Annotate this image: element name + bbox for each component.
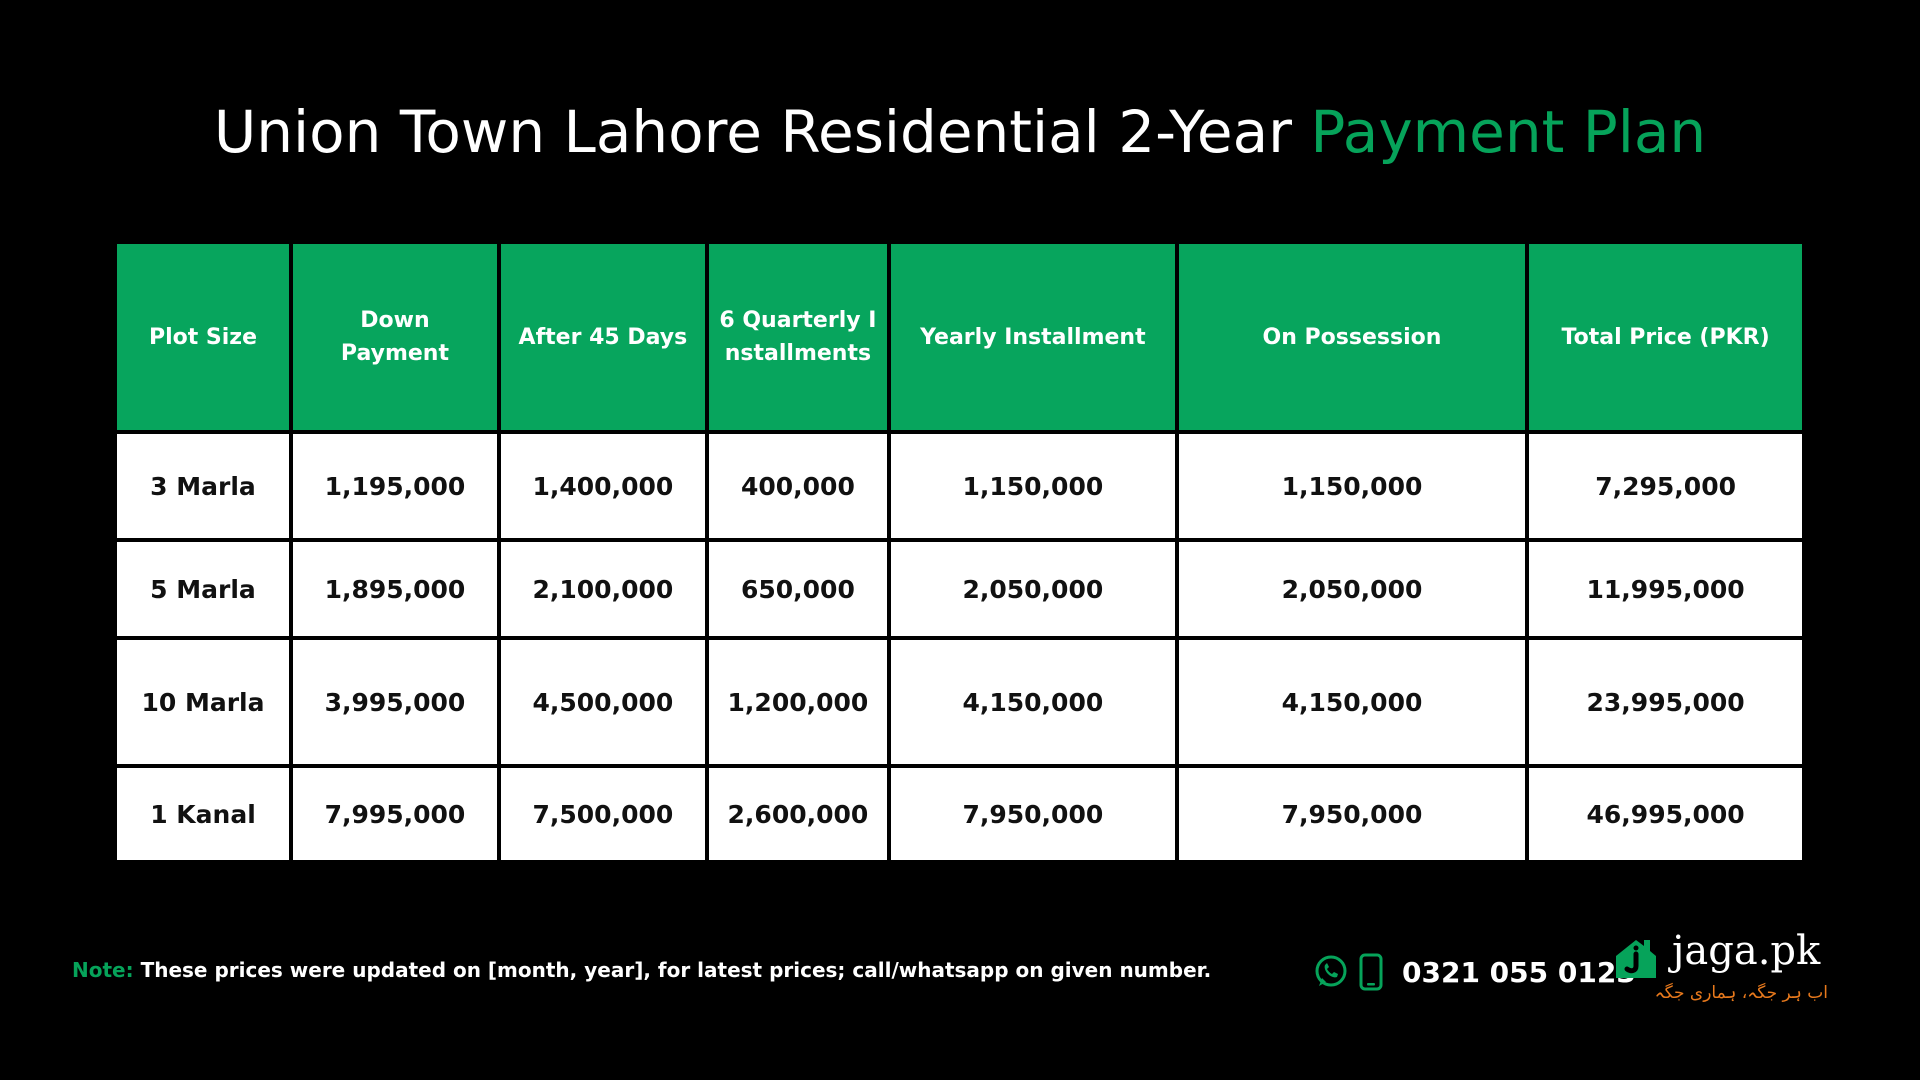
cell-total-price: 7,295,000	[1529, 434, 1802, 538]
cell-quarterly: 650,000	[708, 542, 887, 636]
table-row: 1 Kanal 7,995,000 7,500,000 2,600,000 7,…	[117, 768, 1802, 860]
cell-on-possession: 7,950,000	[1178, 768, 1526, 860]
payment-plan-table: Plot Size Down Payment After 45 Days 6 Q…	[113, 240, 1806, 864]
cell-on-possession: 2,050,000	[1178, 542, 1526, 636]
cell-quarterly: 400,000	[708, 434, 887, 538]
table-header-row: Plot Size Down Payment After 45 Days 6 Q…	[117, 244, 1802, 430]
page-title: Union Town Lahore Residential 2-Year Pay…	[0, 97, 1920, 167]
cell-after-45-days: 2,100,000	[500, 542, 705, 636]
cell-down-payment: 1,895,000	[292, 542, 497, 636]
cell-plot-size: 10 Marla	[117, 640, 289, 764]
cell-down-payment: 7,995,000	[292, 768, 497, 860]
contact-block: 0321 055 0123	[1312, 950, 1636, 994]
cell-total-price: 46,995,000	[1529, 768, 1802, 860]
header-yearly-installment: Yearly Installment	[890, 244, 1175, 430]
cell-down-payment: 3,995,000	[292, 640, 497, 764]
note-label: Note:	[72, 958, 134, 982]
cell-yearly: 1,150,000	[890, 434, 1175, 538]
header-total-price: Total Price (PKR)	[1529, 244, 1802, 430]
cell-after-45-days: 4,500,000	[500, 640, 705, 764]
brand-name: jaga.pk	[1672, 928, 1821, 974]
header-after-45-days: After 45 Days	[500, 244, 705, 430]
header-plot-size: Plot Size	[117, 244, 289, 430]
note-text: These prices were updated on [month, yea…	[133, 958, 1212, 982]
header-quarterly-installments: 6 Quarterly Installments	[708, 244, 887, 430]
cell-total-price: 11,995,000	[1529, 542, 1802, 636]
table-row: 10 Marla 3,995,000 4,500,000 1,200,000 4…	[117, 640, 1802, 764]
house-logo-icon	[1612, 936, 1660, 986]
cell-plot-size: 1 Kanal	[117, 768, 289, 860]
cell-yearly: 4,150,000	[890, 640, 1175, 764]
title-accent: Payment Plan	[1310, 97, 1707, 166]
cell-quarterly: 1,200,000	[708, 640, 887, 764]
whatsapp-icon[interactable]	[1312, 953, 1350, 991]
cell-plot-size: 3 Marla	[117, 434, 289, 538]
cell-plot-size: 5 Marla	[117, 542, 289, 636]
table-row: 3 Marla 1,195,000 1,400,000 400,000 1,15…	[117, 434, 1802, 538]
brand-logo: jaga.pk اب ہر جگہ، ہماری جگہ	[1612, 928, 1832, 1008]
brand-tagline: اب ہر جگہ، ہماری جگہ	[1654, 983, 1828, 1003]
table-row: 5 Marla 1,895,000 2,100,000 650,000 2,05…	[117, 542, 1802, 636]
cell-on-possession: 4,150,000	[1178, 640, 1526, 764]
header-on-possession: On Possession	[1178, 244, 1526, 430]
phone-number[interactable]: 0321 055 0123	[1402, 955, 1636, 989]
title-main: Union Town Lahore Residential 2-Year	[213, 97, 1311, 166]
cell-down-payment: 1,195,000	[292, 434, 497, 538]
cell-after-45-days: 1,400,000	[500, 434, 705, 538]
header-down-payment: Down Payment	[292, 244, 497, 430]
cell-quarterly: 2,600,000	[708, 768, 887, 860]
cell-on-possession: 1,150,000	[1178, 434, 1526, 538]
mobile-phone-icon[interactable]	[1358, 953, 1384, 991]
cell-total-price: 23,995,000	[1529, 640, 1802, 764]
cell-yearly: 7,950,000	[890, 768, 1175, 860]
cell-after-45-days: 7,500,000	[500, 768, 705, 860]
footer-note: Note: These prices were updated on [mont…	[72, 958, 1211, 982]
cell-yearly: 2,050,000	[890, 542, 1175, 636]
